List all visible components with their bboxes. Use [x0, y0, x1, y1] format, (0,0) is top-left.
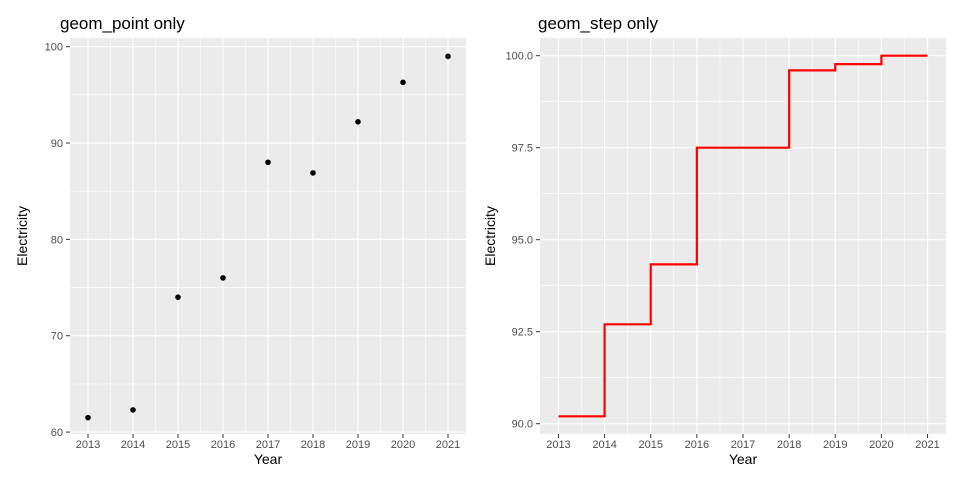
- x-tick-label: 2020: [869, 439, 893, 451]
- x-axis-label: Year: [729, 451, 758, 467]
- chart-point-panel: 60 70 80 90 100 2013 2014 2015 2016 2017 2018 2019 2…: [14, 14, 466, 467]
- x-tick-label: 2016: [685, 439, 709, 451]
- chart-title: geom_step only: [538, 14, 659, 33]
- y-tick-label: 95.0: [512, 235, 533, 247]
- step-line: [558, 54, 928, 418]
- y-tick-label: 100: [45, 42, 63, 54]
- x-tick-label: 2016: [211, 439, 235, 451]
- y-tick-label: 90: [51, 138, 63, 150]
- data-point: [175, 294, 181, 300]
- y-tick-label: 70: [51, 331, 63, 343]
- x-tick-label: 2017: [256, 439, 280, 451]
- x-axis-label: Year: [254, 451, 283, 467]
- x-tick-label: 2021: [915, 439, 939, 451]
- x-tick-label: 2015: [166, 439, 190, 451]
- data-point: [130, 407, 136, 413]
- x-tick-label: 2019: [823, 439, 847, 451]
- y-tick-label: 97.5: [512, 143, 533, 155]
- data-point: [445, 53, 451, 60]
- chart-step-panel: 90.0 92.5 95.0 97.5 100.0 2013 2014 2015 2016 201…: [482, 14, 946, 467]
- data-point: [265, 159, 271, 166]
- y-tick-label: 100.0: [505, 51, 533, 63]
- chart-title: geom_point only: [60, 14, 185, 33]
- x-tick-label: 2013: [546, 439, 570, 451]
- x-tick-label: 2015: [638, 439, 662, 451]
- data-point: [400, 79, 406, 86]
- data-point: [220, 275, 226, 281]
- x-tick-label: 2014: [121, 439, 145, 451]
- data-point: [355, 119, 361, 125]
- y-tick-label: 90.0: [512, 419, 533, 431]
- x-tick-label: 2013: [76, 439, 100, 451]
- data-point: [85, 414, 91, 421]
- y-tick-label: 80: [51, 234, 63, 246]
- x-tick-label: 2020: [391, 439, 415, 451]
- y-axis-label: Electricity: [482, 206, 498, 266]
- x-tick-label: 2021: [436, 439, 460, 451]
- x-tick-label: 2019: [346, 439, 370, 451]
- x-tick-label: 2018: [301, 439, 325, 451]
- x-tick-label: 2018: [777, 439, 801, 451]
- data-point: [310, 170, 316, 176]
- y-tick-label: 60: [51, 427, 63, 439]
- y-tick-label: 92.5: [512, 327, 533, 339]
- x-tick-label: 2017: [731, 439, 755, 451]
- y-axis-label: Electricity: [14, 206, 30, 266]
- x-tick-label: 2014: [592, 439, 616, 451]
